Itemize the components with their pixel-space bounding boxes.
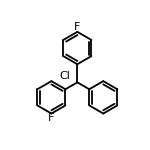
- Text: Cl: Cl: [60, 71, 70, 81]
- Text: F: F: [74, 22, 81, 32]
- Text: F: F: [48, 113, 55, 123]
